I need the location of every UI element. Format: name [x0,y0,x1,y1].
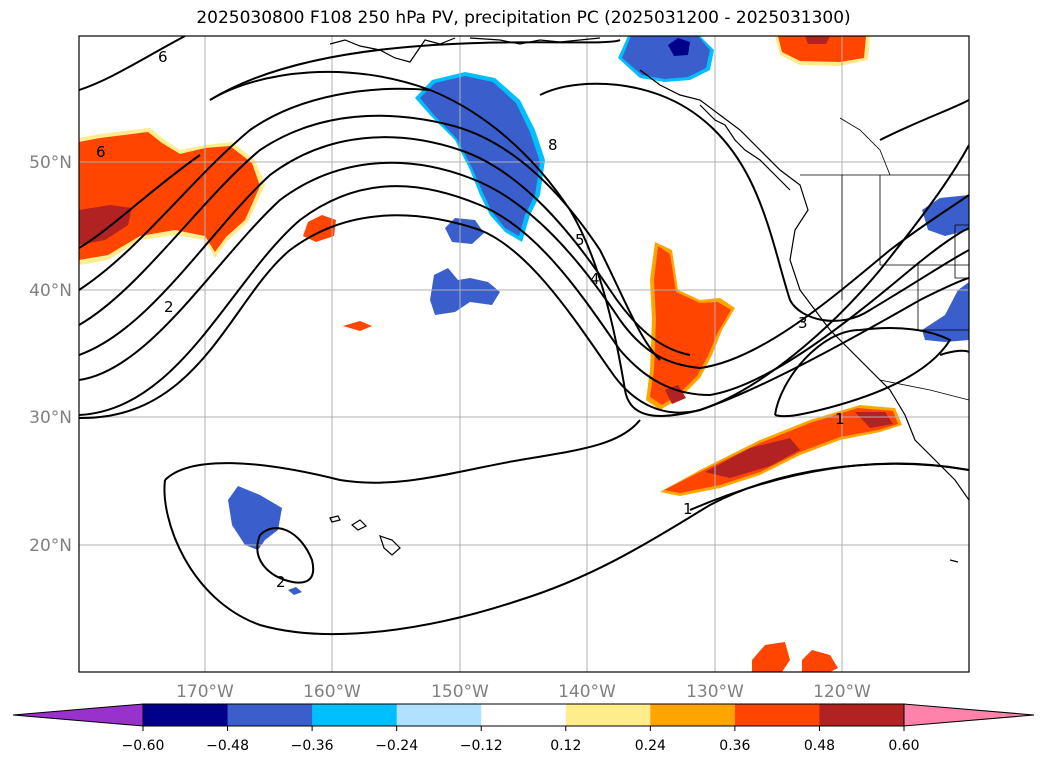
precip-positive-area [79,132,260,260]
colorbar-segment [481,704,567,726]
contour-label: 6 [96,143,106,161]
colorbar-segment [396,704,482,726]
colorbar-tick-label: −0.60 [122,738,165,754]
lat-label: 50°N [29,153,72,173]
colorbar: −0.60 −0.48 −0.36 −0.24 −0.12 0.12 0.24 0.36 0.4… [12,703,1035,754]
colorbar-frame [142,703,905,727]
colorbar-segment [734,704,820,726]
lon-label: 160°W [303,682,361,702]
lon-label: 120°W [813,682,871,702]
lon-label: 140°W [558,682,616,702]
colorbar-tick-label: −0.36 [291,738,334,754]
colorbar-segment [227,704,313,726]
precip-negative-area [668,38,690,56]
precip-positive-area [705,438,800,478]
contour-label: 1 [683,500,693,518]
contour-label: 6 [158,48,168,66]
pv-contours [79,36,969,636]
contour-label: 8 [548,136,558,154]
precip-positive-area [79,205,132,245]
colorbar-tick-label: 0.48 [804,738,835,754]
colorbar-segment [819,704,905,726]
precip-positive-area [855,412,893,428]
contour-label: 2 [164,298,174,316]
precip-negative-area [922,282,969,342]
precip-negative-area [430,268,500,315]
lon-label: 170°W [176,682,234,702]
precip-positive-area [805,36,830,44]
precip-positive-area [802,650,838,672]
precip-positive-area [343,321,372,331]
precip-positive-area [778,36,866,62]
coastlines [329,37,969,563]
contour-label: 5 [575,231,585,249]
lat-label: 20°N [29,536,72,556]
precip-positive-area [650,246,731,405]
contour-label: 2 [276,573,286,591]
colorbar-segment [143,704,229,726]
colorbar-segment [312,704,398,726]
colorbar-tick-label: 0.12 [550,738,581,754]
precip-negative-area [922,195,969,236]
contour-label: 4 [590,270,600,288]
lon-label: 150°W [431,682,489,702]
colorbar-tick-label: 0.24 [635,738,666,754]
colorbar-tick-label: −0.48 [206,738,249,754]
colorbar-extension-high [903,703,1035,727]
colorbar-tick-label: 0.60 [888,738,919,754]
precip-negative-area [420,76,540,236]
precip-positive-area [665,385,686,404]
lat-label: 40°N [29,281,72,301]
lat-label: 30°N [29,408,72,428]
pv-contour-extra [879,99,969,356]
map-frame [78,35,970,673]
precip-negative-area [228,486,282,550]
lon-label: 130°W [686,682,744,702]
colorbar-segment [650,704,736,726]
precip-negative-area [288,587,302,595]
colorbar-segment [565,704,651,726]
colorbar-tick-label: 0.36 [719,738,750,754]
precip-negative-area [445,218,484,244]
colorbar-tick-label: −0.12 [460,738,503,754]
political-borders [800,117,969,401]
contour-label: 1 [835,410,845,428]
colorbar-extension-low [12,703,144,727]
precip-positive-area [752,642,790,672]
map-title: 2025030800 F108 250 hPa PV, precipitatio… [196,8,851,28]
contour-label: 3 [798,314,808,332]
colorbar-tick-label: −0.24 [375,738,418,754]
graticule [79,36,969,672]
